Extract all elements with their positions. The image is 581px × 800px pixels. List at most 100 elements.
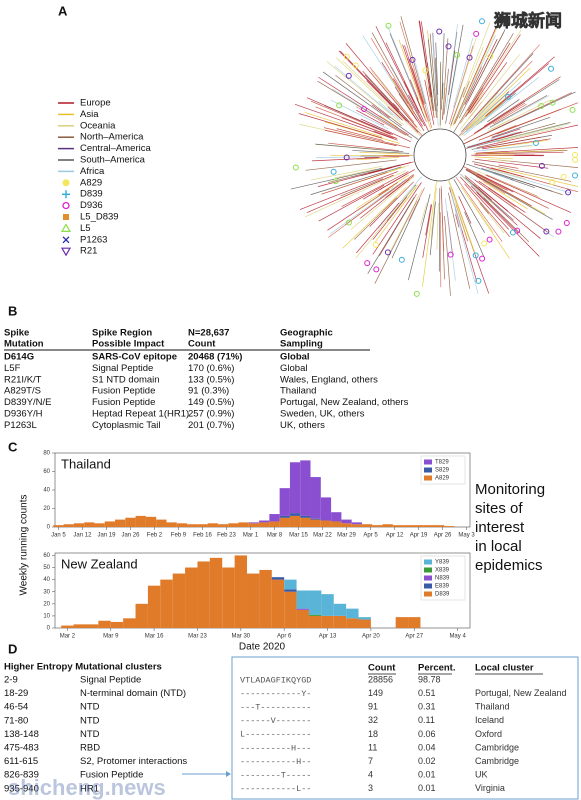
- legend-marker: [62, 201, 70, 210]
- tree-branch: [454, 209, 479, 294]
- bar: [433, 525, 445, 527]
- x-tick-label: Apr 12: [386, 533, 404, 539]
- tree-branch: [476, 76, 518, 119]
- bar: [408, 617, 421, 628]
- x-tick-label: Mar 15: [289, 533, 308, 539]
- tree-tip-marker: [543, 228, 550, 235]
- x-axis-label: Date 2020: [239, 642, 286, 653]
- bar: [269, 521, 280, 527]
- y-tick-label: 20: [43, 601, 50, 607]
- tree-branch: [372, 182, 422, 255]
- tree-branch: [364, 155, 410, 158]
- tree-branch: [324, 129, 397, 147]
- bar: [147, 585, 161, 628]
- x-tick-label: Mar 1: [243, 533, 259, 539]
- tree-branch: [485, 174, 572, 213]
- tree-tip-marker: [563, 220, 570, 227]
- bar: [284, 589, 297, 592]
- bar: [156, 519, 167, 527]
- bar: [135, 603, 148, 628]
- table-cell: -----------H--: [240, 757, 311, 767]
- tree-tip-marker: [343, 154, 350, 161]
- tree-branch: [327, 188, 390, 231]
- bar: [197, 561, 210, 628]
- tree-branch: [475, 176, 506, 194]
- bar: [321, 594, 334, 616]
- tree-branch: [474, 149, 565, 154]
- bar: [284, 579, 297, 590]
- bar: [331, 512, 342, 522]
- tree-branch: [398, 93, 418, 121]
- note-line: epidemics: [475, 557, 543, 574]
- tree-branch: [311, 157, 380, 162]
- tree-branch: [473, 101, 525, 134]
- x-tick-label: Jan 19: [97, 533, 116, 539]
- table-header: Spike: [4, 328, 29, 339]
- tree-tip-marker: [565, 189, 572, 196]
- x-tick-label: Feb 16: [193, 533, 212, 539]
- tree-tip-marker: [445, 43, 452, 50]
- bar: [308, 614, 322, 616]
- tree-branch: [444, 216, 451, 296]
- tree-tip-marker: [487, 53, 494, 60]
- tree-branch: [448, 192, 471, 289]
- tree-tip-marker: [555, 228, 562, 235]
- tree-branch: [362, 169, 415, 200]
- tree-tip-marker: [422, 67, 429, 74]
- tree-branch: [321, 172, 388, 195]
- tree-branch: [430, 187, 437, 238]
- tree-branch: [391, 198, 421, 259]
- table-cell: -----------L--: [240, 784, 311, 794]
- x-tick-label: Feb 2: [147, 533, 163, 539]
- tree-branch: [389, 75, 415, 115]
- table-cell: ----------H---: [240, 743, 311, 753]
- bar: [423, 525, 434, 527]
- legend-label: N839: [435, 576, 450, 582]
- tree-branch: [487, 99, 551, 132]
- tree-tip-marker: [481, 240, 488, 247]
- tree-branch: [484, 56, 555, 117]
- x-tick-label: Apr 6: [277, 634, 292, 640]
- table-cell: 935-940: [4, 783, 39, 794]
- tree-branch: [408, 193, 431, 281]
- tree-branch: [492, 103, 527, 125]
- legend-label: R21: [80, 246, 97, 257]
- bar: [172, 573, 186, 628]
- tree-branch: [421, 38, 434, 112]
- table-cell: 611-615: [4, 756, 38, 767]
- tree-tip-marker: [385, 22, 392, 29]
- tree-branch: [465, 177, 514, 221]
- y-tick-label: 10: [43, 613, 50, 619]
- legend-label: D839: [435, 592, 450, 598]
- table-cell: 149: [368, 688, 383, 698]
- bar: [358, 619, 371, 628]
- tree-tip-marker: [336, 102, 343, 109]
- tree-branch: [443, 68, 449, 115]
- chart: Thailand 0 20 40 60 80 Jan 5 Jan 12 Jan 19 Jan 26…: [43, 451, 475, 539]
- tree-branch: [467, 42, 511, 111]
- bar: [187, 524, 198, 527]
- table-cell: NTD: [80, 729, 100, 740]
- table-cell: 170 (0.6%): [188, 363, 234, 374]
- tree-branch: [356, 174, 410, 209]
- table-cell: S2, Protomer interactions: [80, 756, 187, 767]
- tree-branch: [367, 197, 415, 274]
- bar: [217, 524, 229, 527]
- bar: [310, 518, 321, 520]
- bar: [372, 525, 383, 527]
- table-header: Percent.: [418, 663, 456, 674]
- bar: [73, 624, 86, 628]
- tree-tip-marker: [413, 290, 420, 297]
- bar: [238, 522, 249, 527]
- legend-marker: [62, 190, 70, 199]
- tree-branch: [467, 131, 522, 148]
- tree-branch: [452, 26, 498, 127]
- chart-title: Thailand: [61, 456, 111, 471]
- tree-branch: [424, 70, 433, 111]
- bar: [197, 524, 208, 527]
- bar: [185, 567, 198, 628]
- legend-label: X839: [435, 568, 450, 574]
- legend-marker: [62, 179, 70, 187]
- tree-branch: [360, 118, 411, 142]
- tree-branch: [328, 142, 399, 152]
